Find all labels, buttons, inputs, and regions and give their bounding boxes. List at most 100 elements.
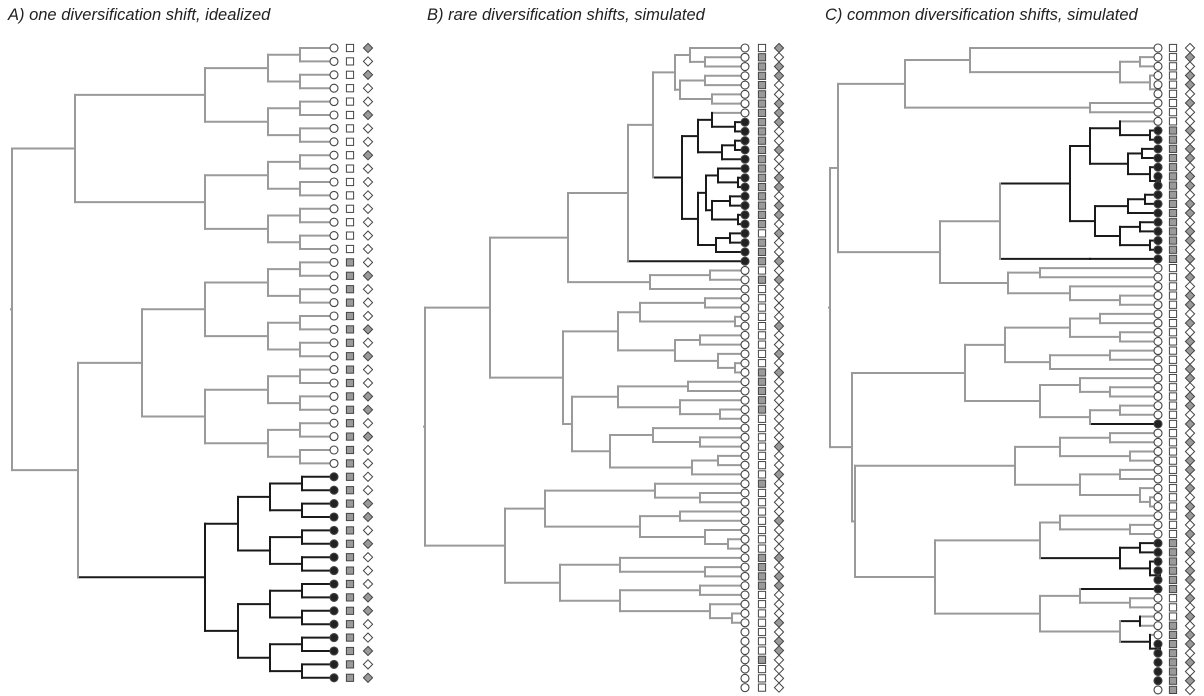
tip-square [345, 405, 355, 414]
tip-circle [740, 395, 750, 405]
tip-diamond [1184, 675, 1196, 687]
tip-diamond [1184, 501, 1196, 512]
tip-diamond [1184, 271, 1196, 283]
tip-square [345, 526, 355, 535]
tip-diamond [1184, 336, 1196, 347]
tip-square [1168, 208, 1178, 218]
tip-circle [1153, 483, 1163, 493]
tip-diamond [773, 673, 785, 684]
tip-square [345, 553, 355, 562]
panel-c-title: C) common diversification shifts, simula… [825, 6, 1138, 24]
tip-circle [740, 219, 750, 229]
tip-square [757, 284, 767, 294]
tip-circle [740, 201, 750, 211]
tip-diamond [1184, 492, 1196, 503]
tip-circle [740, 117, 750, 127]
panel-a-title: A) one diversification shift, idealized [8, 6, 271, 24]
tip-circle [329, 204, 339, 214]
tip-circle [740, 479, 750, 489]
tip-circle [740, 488, 750, 498]
tip-square [1168, 282, 1178, 291]
tip-circle [740, 544, 750, 554]
tip-square [1168, 309, 1178, 319]
tip-diamond [1184, 556, 1196, 567]
tip-circle [329, 418, 339, 428]
tip-diamond [362, 337, 374, 349]
tip-circle [329, 97, 339, 107]
tip-circle [329, 606, 339, 616]
tip-circle [1153, 236, 1163, 246]
tip-square [1168, 328, 1178, 337]
tip-circle [740, 506, 750, 517]
tip-circle [329, 164, 339, 174]
tip-square [1168, 355, 1178, 364]
tip-square [757, 312, 767, 321]
tip-circle [1153, 529, 1163, 539]
tip-circle [329, 539, 339, 549]
tip-circle [740, 349, 750, 359]
tip-square [1168, 273, 1178, 282]
tip-diamond [362, 109, 374, 121]
tip-diamond [1184, 262, 1196, 274]
tip-diamond [1184, 684, 1196, 696]
tip-circle [329, 56, 339, 66]
tip-square [757, 80, 767, 90]
tip-square [345, 57, 355, 66]
tip-diamond [773, 200, 785, 211]
tip-square [1168, 98, 1178, 108]
tip-square [757, 99, 767, 108]
tip-diamond [362, 69, 374, 81]
tip-square [345, 432, 355, 441]
tip-square [1168, 539, 1178, 548]
tip-circle [1153, 593, 1163, 603]
tip-diamond [362, 431, 374, 442]
tip-diamond [773, 459, 785, 471]
tip-circle [740, 516, 750, 526]
tip-diamond [1184, 473, 1196, 485]
tip-circle [329, 217, 339, 227]
tip-circle [1153, 190, 1163, 200]
tip-square [757, 62, 767, 71]
tip-diamond [773, 237, 785, 248]
tip-square [1168, 410, 1178, 419]
tip-circle [1153, 373, 1163, 383]
tip-square [345, 285, 355, 294]
tip-diamond [1184, 290, 1196, 301]
tip-square [1168, 676, 1178, 685]
tip-circle [1153, 401, 1163, 411]
tip-circle [329, 177, 339, 187]
tip-diamond [362, 458, 374, 469]
tip-square [1168, 254, 1178, 264]
tip-square [757, 257, 767, 266]
tip-diamond [1184, 647, 1196, 659]
tip-circle [1153, 199, 1163, 209]
tip-square [345, 472, 355, 481]
tip-square [1168, 153, 1178, 163]
tip-square [1168, 80, 1178, 89]
tip-square [345, 579, 355, 589]
tip-circle [329, 83, 339, 93]
tip-diamond [362, 203, 374, 215]
tip-square [757, 377, 767, 386]
tip-circle [1153, 465, 1163, 475]
tip-diamond [1184, 418, 1196, 430]
tip-diamond [773, 580, 785, 591]
tip-square [757, 386, 767, 396]
tip-square [345, 392, 355, 401]
tip-diamond [1184, 143, 1196, 155]
tip-circle [1153, 602, 1163, 612]
tip-square [757, 664, 767, 674]
tip-square [1168, 401, 1178, 410]
tip-square [1168, 383, 1178, 392]
tip-diamond [362, 216, 374, 228]
tip-square [1168, 89, 1178, 98]
tip-diamond [362, 538, 374, 550]
tip-diamond [773, 98, 785, 109]
tip-diamond [362, 163, 374, 174]
tip-circle [1153, 538, 1163, 548]
tip-circle [1153, 70, 1163, 81]
tip-circle [329, 673, 339, 683]
tip-square [345, 593, 355, 602]
tip-diamond [362, 243, 374, 255]
tip-square [1168, 456, 1178, 465]
